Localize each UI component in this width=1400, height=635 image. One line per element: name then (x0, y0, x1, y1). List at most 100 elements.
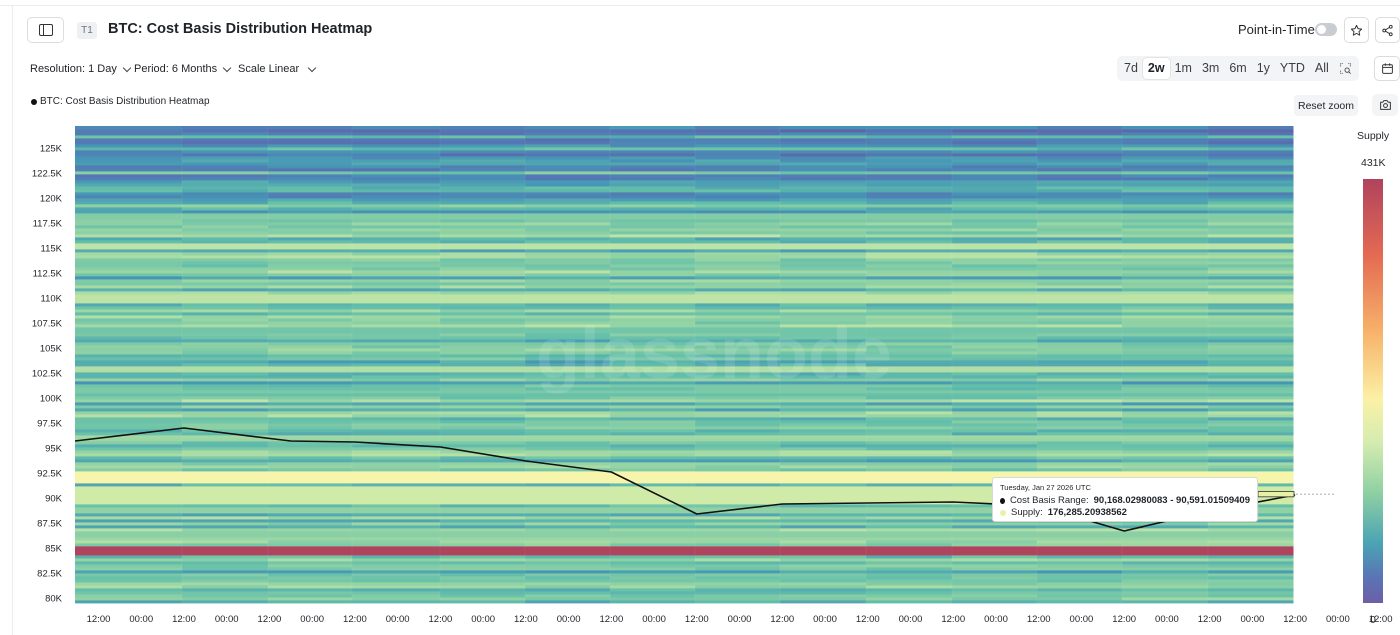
heatmap-cell (780, 342, 867, 346)
heatmap-cell (352, 333, 441, 337)
screenshot-button[interactable] (1372, 94, 1398, 116)
heatmap-cell (352, 510, 441, 514)
heatmap-cell (182, 165, 269, 169)
heatmap-cell (952, 336, 1038, 340)
page-title: BTC: Cost Basis Distribution Heatmap (108, 21, 373, 37)
range-1y-button[interactable]: 1y (1256, 61, 1270, 75)
heatmap-cell (75, 564, 183, 568)
heatmap-cell (610, 459, 696, 463)
point-in-time-toggle[interactable] (1315, 23, 1337, 36)
heatmap-cell (1208, 594, 1294, 598)
heatmap-cell (75, 357, 183, 361)
heatmap-cell (695, 468, 781, 472)
heatmap-cell (952, 267, 1038, 271)
heatmap-cell (1122, 579, 1209, 583)
heatmap-cell (268, 192, 353, 196)
heatmap-cell (1208, 312, 1294, 316)
range-all-button[interactable]: All (1314, 61, 1329, 75)
heatmap-cell (610, 276, 696, 280)
heatmap-cell (1122, 339, 1209, 343)
range-1m-button[interactable]: 1m (1174, 61, 1192, 75)
heatmap-cell (1208, 600, 1294, 604)
favorite-button[interactable] (1344, 17, 1369, 43)
calendar-button[interactable] (1374, 56, 1400, 81)
heatmap-cell (525, 231, 611, 235)
heatmap-cell (352, 159, 441, 163)
heatmap-cell (268, 198, 353, 202)
reset-zoom-button[interactable]: Reset zoom (1294, 95, 1358, 116)
heatmap-cell (1208, 192, 1294, 196)
heatmap-cell (780, 366, 867, 370)
heatmap-cell (610, 183, 696, 187)
heatmap-cell (1037, 396, 1123, 400)
heatmap-cell (1208, 309, 1294, 313)
period-dropdown[interactable]: Period: 6 Months (134, 63, 232, 75)
heatmap-cell (268, 423, 353, 427)
heatmap-cell (1208, 189, 1294, 193)
heatmap-cell (268, 543, 353, 547)
heatmap-cell (440, 537, 526, 541)
heatmap-cell (1122, 429, 1209, 433)
range-7d-button[interactable]: 7d (1124, 61, 1138, 75)
heatmap-cell (1037, 240, 1123, 244)
heatmap-cell (75, 411, 183, 415)
heatmap-cell (1122, 471, 1209, 475)
resolution-dropdown[interactable]: Resolution: 1 Day (30, 63, 132, 75)
heatmap-cell (440, 576, 526, 580)
heatmap-cell (1122, 288, 1209, 292)
heatmap-cell (1037, 468, 1123, 472)
heatmap-cell (866, 321, 953, 325)
heatmap-cell (1122, 219, 1209, 223)
heatmap-cell (780, 543, 867, 547)
heatmap-cell (525, 411, 611, 415)
heatmap-cell (780, 564, 867, 568)
zoom-select-button[interactable] (1334, 56, 1357, 81)
heatmap-cell (610, 534, 696, 538)
range-3m-button[interactable]: 3m (1201, 61, 1220, 75)
heatmap-cell (352, 141, 441, 145)
heatmap-cell (1122, 270, 1209, 274)
heatmap-cell (182, 282, 269, 286)
range-2w-button[interactable]: 2w (1142, 58, 1170, 79)
heatmap-cell (866, 441, 953, 445)
sidebar-toggle-button[interactable] (27, 17, 64, 43)
heatmap-cell (182, 303, 269, 307)
heatmap-cell (952, 375, 1038, 379)
heatmap-cell (780, 171, 867, 175)
heatmap-cell (1037, 594, 1123, 598)
scale-dropdown[interactable]: Scale Linear (238, 63, 317, 75)
tooltip-supply-value: 176,285.20938562 (1047, 507, 1127, 518)
heatmap-cell (1208, 315, 1294, 319)
heatmap-cell (1037, 357, 1123, 361)
heatmap-cell (780, 501, 867, 505)
heatmap-cell (1122, 414, 1209, 418)
heatmap-cell (440, 579, 526, 583)
heatmap-cell (75, 237, 183, 241)
heatmap-cell (1037, 264, 1123, 268)
heatmap-cell (440, 381, 526, 385)
heatmap-cell (352, 402, 441, 406)
heatmap-cell (866, 375, 953, 379)
heatmap-cell (610, 408, 696, 412)
heatmap-cell (440, 207, 526, 211)
heatmap-cell (1037, 333, 1123, 337)
heatmap-cell (1122, 462, 1209, 466)
heatmap-cell (182, 561, 269, 565)
range-ytd-button[interactable]: YTD (1279, 61, 1305, 75)
heatmap-cell (182, 249, 269, 253)
range-6m-button[interactable]: 6m (1229, 61, 1247, 75)
heatmap-cell (1122, 303, 1209, 307)
heatmap-cell (525, 516, 611, 520)
heatmap-cell (182, 168, 269, 172)
heatmap-cell (1037, 171, 1123, 175)
share-button[interactable] (1375, 17, 1400, 43)
heatmap-cell (1122, 141, 1209, 145)
heatmap-cell (780, 531, 867, 535)
heatmap-cell (525, 402, 611, 406)
heatmap-cell (352, 432, 441, 436)
heatmap-cell (1037, 561, 1123, 565)
legend-entry[interactable]: BTC: Cost Basis Distribution Heatmap (31, 96, 210, 107)
heatmap-cell (695, 438, 781, 442)
heatmap-cell (182, 243, 269, 247)
